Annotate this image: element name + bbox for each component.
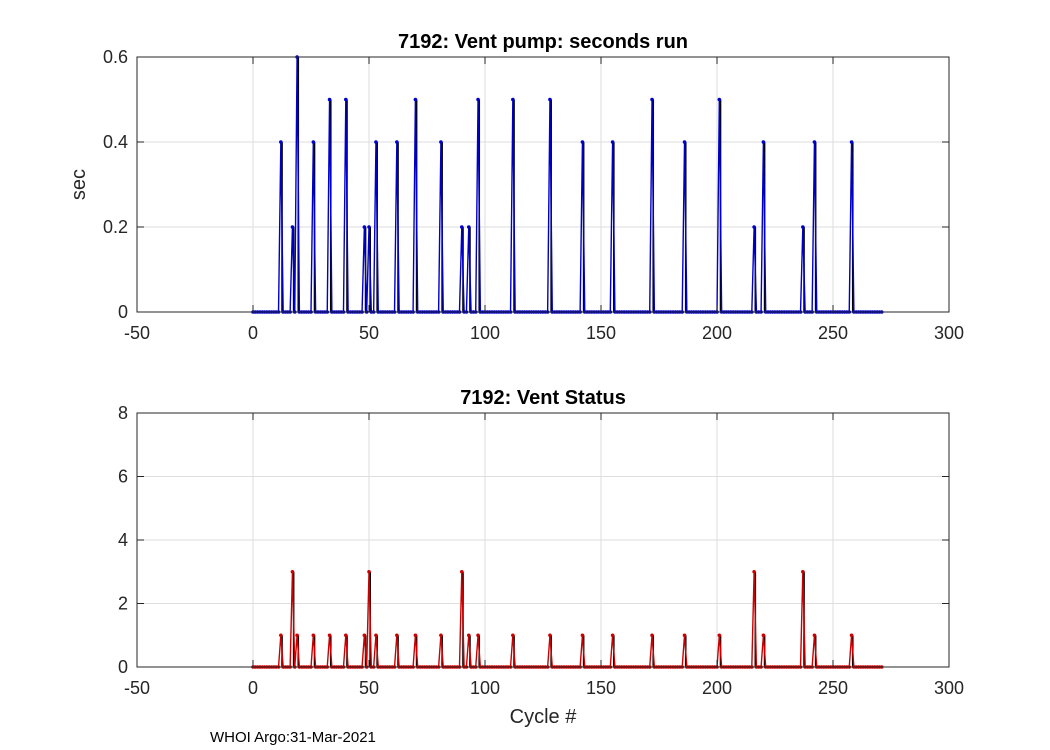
x-tick-label: 250 bbox=[818, 323, 848, 343]
data-point bbox=[752, 569, 756, 574]
data-point bbox=[439, 633, 443, 638]
data-point bbox=[682, 633, 687, 638]
data-point bbox=[801, 225, 805, 229]
data-point bbox=[476, 97, 480, 102]
y-tick-label: 2 bbox=[118, 594, 128, 614]
chart-title: 7192: Vent Status bbox=[460, 387, 626, 409]
data-point bbox=[812, 140, 817, 144]
data-point bbox=[812, 633, 817, 638]
x-tick-label: 0 bbox=[248, 678, 258, 698]
data-point bbox=[279, 140, 283, 144]
data-point bbox=[849, 140, 854, 144]
x-tick-label: 100 bbox=[470, 323, 500, 343]
x-tick-label: -50 bbox=[124, 323, 150, 343]
data-point bbox=[682, 140, 687, 144]
y-axis-label: sec bbox=[68, 169, 90, 200]
x-tick-label: 50 bbox=[359, 323, 379, 343]
data-point bbox=[344, 97, 348, 102]
data-point bbox=[362, 633, 367, 638]
y-tick-label: 0.6 bbox=[103, 47, 128, 67]
data-point bbox=[311, 140, 316, 144]
data-point bbox=[413, 633, 418, 638]
data-point bbox=[761, 633, 766, 638]
data-point bbox=[460, 569, 464, 574]
data-point bbox=[344, 633, 348, 638]
x-axis-label: Cycle # bbox=[510, 706, 578, 728]
data-point bbox=[761, 140, 766, 144]
data-point bbox=[548, 97, 552, 102]
data-point bbox=[279, 633, 283, 638]
data-point bbox=[650, 633, 654, 638]
data-point bbox=[460, 225, 464, 229]
data-point bbox=[511, 97, 515, 102]
y-tick-label: 0.2 bbox=[103, 217, 128, 237]
data-point bbox=[327, 633, 332, 638]
y-tick-label: 0.4 bbox=[103, 132, 128, 152]
data-point bbox=[580, 140, 585, 144]
x-tick-label: 150 bbox=[586, 323, 616, 343]
data-point bbox=[395, 633, 399, 638]
data-point bbox=[466, 225, 471, 229]
y-tick-label: 0 bbox=[118, 302, 128, 322]
data-point bbox=[752, 225, 756, 229]
data-point bbox=[580, 633, 585, 638]
data-point bbox=[327, 97, 332, 102]
x-tick-label: -50 bbox=[124, 678, 150, 698]
data-point bbox=[362, 225, 367, 229]
y-tick-label: 4 bbox=[118, 530, 128, 550]
data-point bbox=[290, 569, 295, 574]
data-point bbox=[311, 633, 316, 638]
x-tick-label: 50 bbox=[359, 678, 379, 698]
data-point bbox=[374, 633, 378, 638]
data-point bbox=[717, 97, 722, 102]
x-tick-label: 150 bbox=[586, 678, 616, 698]
x-tick-label: 200 bbox=[702, 323, 732, 343]
data-point bbox=[849, 633, 854, 638]
chart-title: 7192: Vent pump: seconds run bbox=[398, 31, 688, 53]
data-point bbox=[374, 140, 378, 144]
plot-area bbox=[137, 57, 949, 312]
data-point bbox=[413, 97, 418, 102]
x-tick-label: 0 bbox=[248, 323, 258, 343]
x-tick-label: 200 bbox=[702, 678, 732, 698]
data-point bbox=[717, 633, 722, 638]
data-point bbox=[395, 140, 399, 144]
y-tick-label: 8 bbox=[118, 403, 128, 423]
x-tick-label: 300 bbox=[934, 678, 964, 698]
data-point bbox=[610, 140, 615, 144]
x-tick-label: 100 bbox=[470, 678, 500, 698]
data-point bbox=[548, 633, 552, 638]
y-tick-label: 0 bbox=[118, 657, 128, 677]
data-point bbox=[295, 633, 299, 638]
data-point bbox=[650, 97, 654, 102]
x-tick-label: 300 bbox=[934, 323, 964, 343]
data-point bbox=[290, 225, 295, 229]
data-point bbox=[367, 225, 371, 229]
data-point bbox=[801, 569, 805, 574]
data-point bbox=[610, 633, 615, 638]
data-point bbox=[439, 140, 443, 144]
data-point bbox=[367, 569, 371, 574]
footer-label: WHOI Argo:31-Mar-2021 bbox=[210, 729, 376, 746]
x-tick-label: 250 bbox=[818, 678, 848, 698]
data-point bbox=[466, 633, 471, 638]
axes-box bbox=[136, 56, 950, 313]
y-tick-label: 6 bbox=[118, 467, 128, 487]
data-point bbox=[511, 633, 515, 638]
data-point bbox=[476, 633, 480, 638]
